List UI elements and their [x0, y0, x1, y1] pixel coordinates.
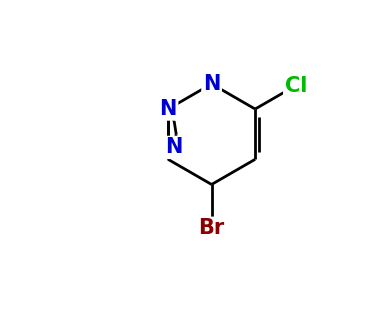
Text: Br: Br	[199, 218, 225, 238]
Text: N: N	[165, 137, 183, 157]
Text: Cl: Cl	[285, 76, 307, 95]
Text: N: N	[159, 99, 177, 119]
Text: N: N	[203, 74, 220, 94]
